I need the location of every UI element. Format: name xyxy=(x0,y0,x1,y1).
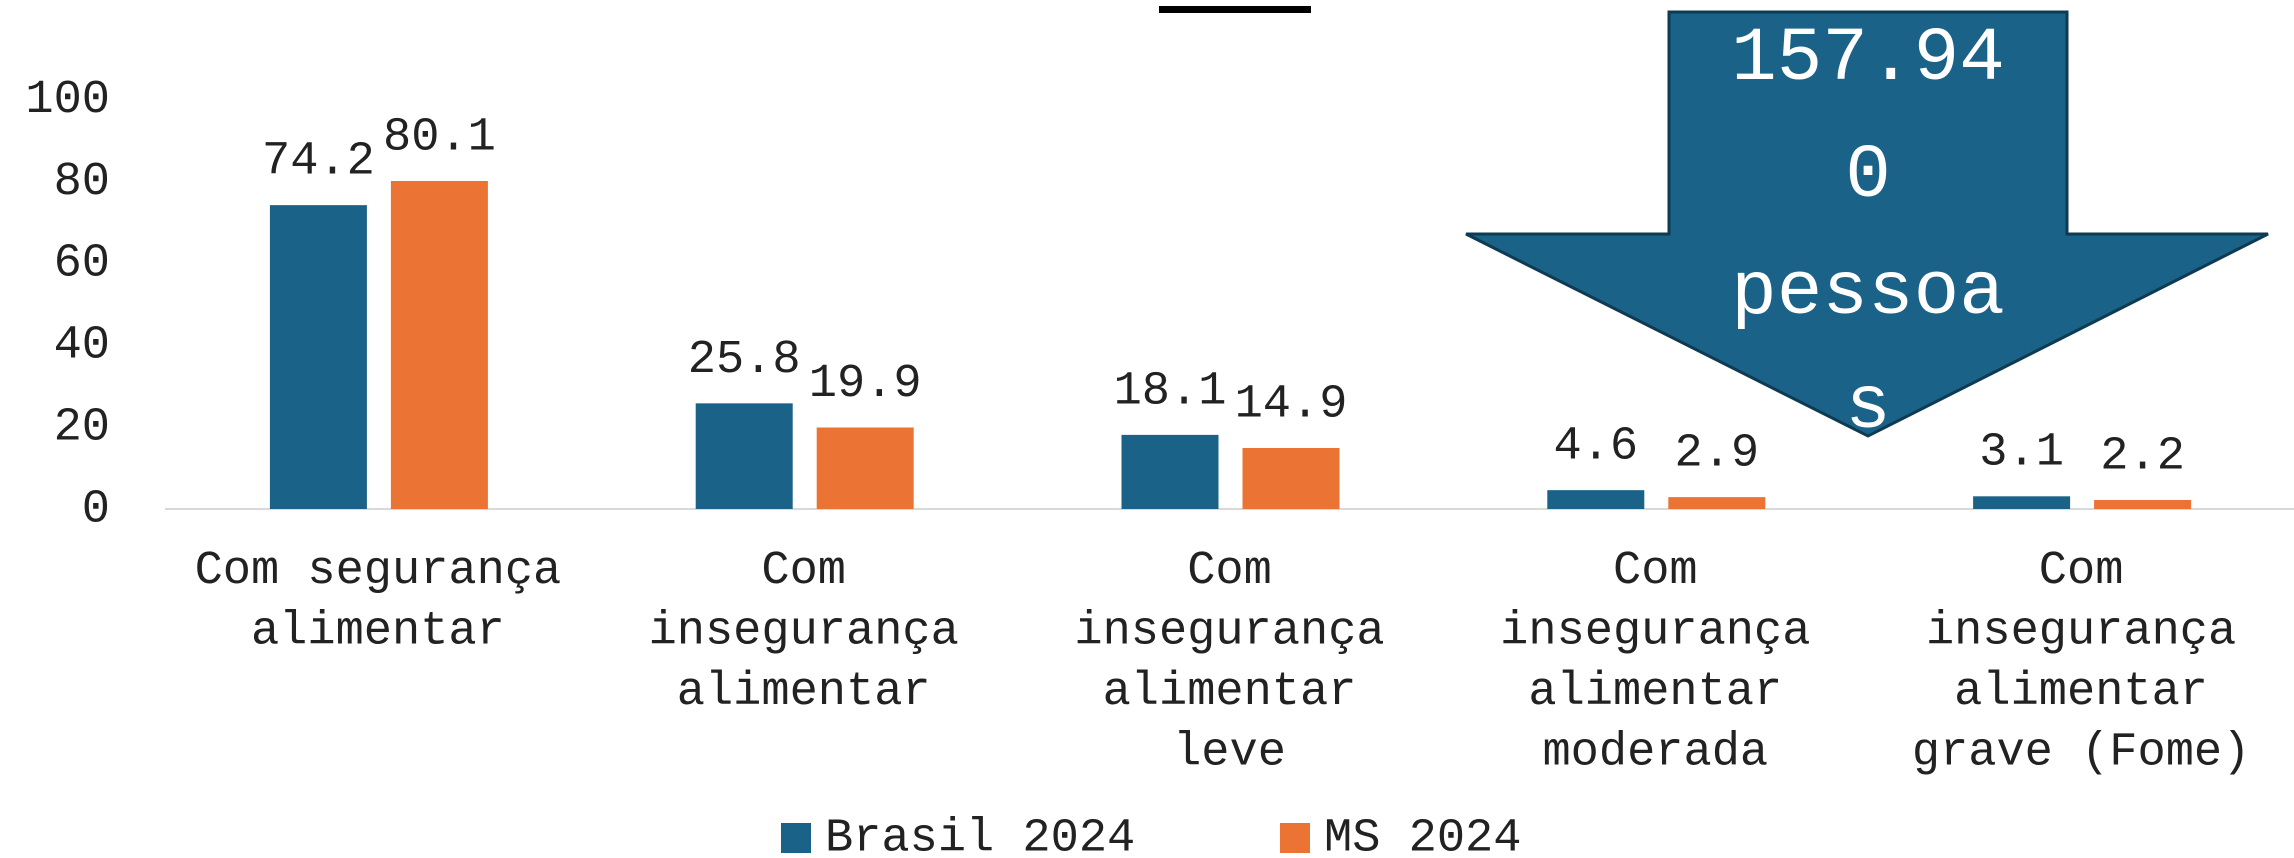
bar xyxy=(1668,497,1766,509)
bar xyxy=(695,403,793,509)
data-label: 4.6 xyxy=(1553,421,1638,474)
data-label: 3.1 xyxy=(1979,427,2064,480)
bar xyxy=(816,427,914,509)
x-tick-label: Com insegurança alimentar leve xyxy=(1074,545,1384,780)
x-tick-label: Com insegurança alimentar xyxy=(649,545,959,719)
x-tick-label: Com segurança alimentar xyxy=(195,545,562,659)
data-label: 19.9 xyxy=(809,358,922,411)
legend-swatch xyxy=(1280,823,1310,853)
legend-swatch xyxy=(781,823,811,853)
annotation-text: 157.94 xyxy=(1731,16,2005,102)
bar xyxy=(390,180,488,510)
data-label: 80.1 xyxy=(383,111,496,164)
annotation-text: pessoa xyxy=(1731,250,2005,336)
bar xyxy=(2094,499,2192,509)
data-label: 14.9 xyxy=(1235,378,1348,431)
bar xyxy=(1547,490,1645,509)
y-tick-label: 60 xyxy=(54,238,110,291)
data-label: 18.1 xyxy=(1114,365,1227,418)
legend-label: Brasil 2024 xyxy=(825,812,1135,858)
bar xyxy=(1121,434,1219,509)
bar xyxy=(1242,447,1340,509)
title-fragment xyxy=(1159,6,1311,13)
annotation-arrow xyxy=(1465,10,2269,438)
data-label: 25.8 xyxy=(688,334,801,387)
data-label: 2.9 xyxy=(1674,428,1759,481)
legend-label: MS 2024 xyxy=(1324,812,1521,858)
y-tick-label: 20 xyxy=(54,402,110,455)
data-label: 2.2 xyxy=(2100,430,2185,483)
bar xyxy=(1973,496,2071,509)
y-tick-label: 40 xyxy=(54,320,110,373)
y-tick-label: 0 xyxy=(82,483,110,536)
y-tick-label: 100 xyxy=(25,74,110,127)
annotation-text: s xyxy=(1845,364,1891,450)
bar xyxy=(269,205,367,509)
x-tick-label: Com insegurança alimentar moderada xyxy=(1500,545,1810,780)
annotation-text: 0 xyxy=(1845,133,1891,219)
x-tick-label: Com insegurança alimentar grave (Fome) xyxy=(1912,545,2250,780)
data-label: 74.2 xyxy=(262,136,375,189)
y-tick-label: 80 xyxy=(54,156,110,209)
